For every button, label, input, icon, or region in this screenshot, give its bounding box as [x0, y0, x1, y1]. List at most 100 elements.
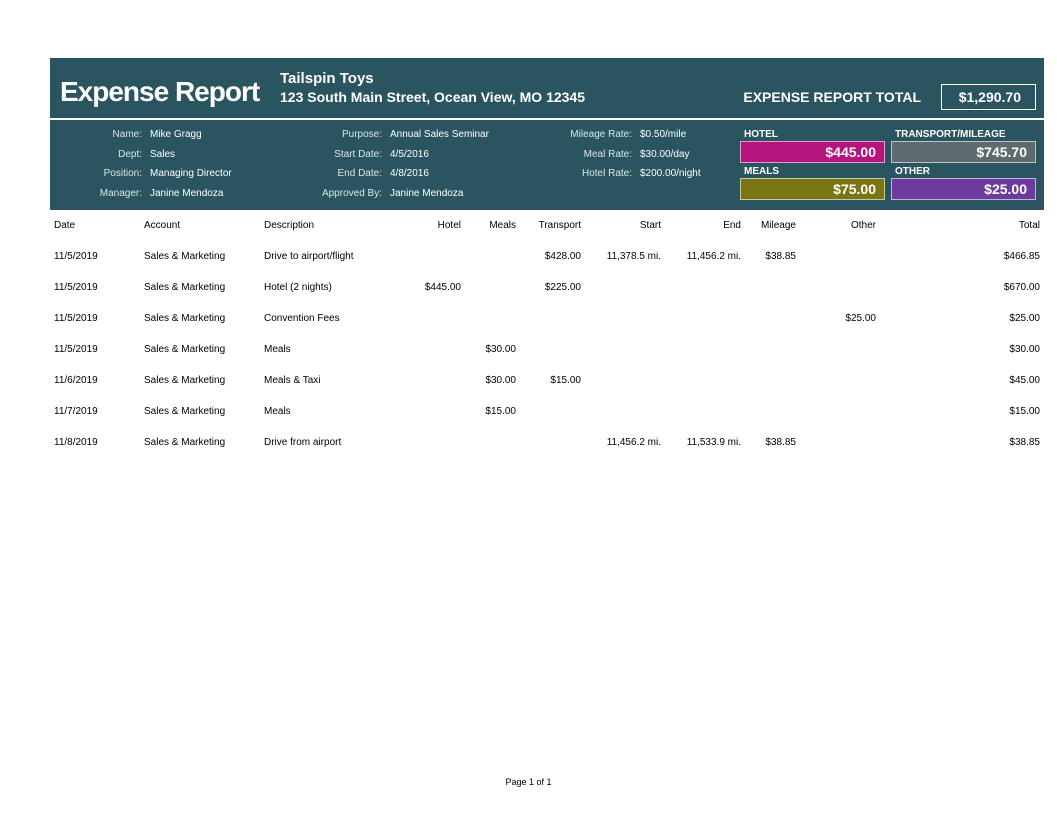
value-mileage-rate: $0.50/mile	[640, 129, 740, 140]
cell-start	[585, 334, 665, 365]
cell-meals	[465, 303, 520, 334]
cell-end	[665, 303, 745, 334]
cell-account: Sales & Marketing	[140, 427, 260, 458]
report-title: Expense Report	[50, 66, 280, 108]
cell-other	[800, 427, 880, 458]
col-transport: Transport	[520, 214, 585, 241]
table-row: 11/5/2019Sales & MarketingDrive to airpo…	[50, 241, 1044, 272]
col-description: Description	[260, 214, 400, 241]
cell-other	[800, 334, 880, 365]
expense-table: Date Account Description Hotel Meals Tra…	[50, 214, 1044, 458]
cell-end	[665, 396, 745, 427]
value-purpose: Annual Sales Seminar	[390, 129, 550, 140]
cell-account: Sales & Marketing	[140, 365, 260, 396]
cell-hotel	[400, 334, 465, 365]
total-block: EXPENSE REPORT TOTAL $1,290.70	[743, 66, 1044, 110]
col-total: Total	[880, 214, 1044, 241]
cell-mileage	[745, 365, 800, 396]
summary-other-value: $25.00	[891, 178, 1036, 200]
cell-total: $25.00	[880, 303, 1044, 334]
value-dept: Sales	[150, 149, 310, 160]
table-row: 11/5/2019Sales & MarketingMeals$30.00$30…	[50, 334, 1044, 365]
total-value: $1,290.70	[941, 84, 1036, 110]
summary-hotel-value: $445.00	[740, 141, 885, 163]
summary-meals-label: MEALS	[740, 165, 885, 178]
header-info-grid: Name: Mike Gragg Purpose: Annual Sales S…	[50, 120, 1044, 210]
cell-end	[665, 365, 745, 396]
col-other: Other	[800, 214, 880, 241]
cell-account: Sales & Marketing	[140, 334, 260, 365]
summary-meals: MEALS $75.00	[740, 165, 885, 200]
col-end: End	[665, 214, 745, 241]
cell-total: $45.00	[880, 365, 1044, 396]
total-label: EXPENSE REPORT TOTAL	[743, 89, 921, 105]
cell-hotel	[400, 241, 465, 272]
label-dept: Dept:	[50, 149, 150, 160]
value-position: Managing Director	[150, 168, 310, 179]
cell-total: $466.85	[880, 241, 1044, 272]
label-meal-rate: Meal Rate:	[550, 149, 640, 160]
table-row: 11/5/2019Sales & MarketingHotel (2 night…	[50, 272, 1044, 303]
table-header-row: Date Account Description Hotel Meals Tra…	[50, 214, 1044, 241]
value-manager: Janine Mendoza	[150, 188, 310, 199]
cell-mileage	[745, 334, 800, 365]
cell-hotel	[400, 303, 465, 334]
expense-report-page: Expense Report Tailspin Toys 123 South M…	[0, 0, 1057, 458]
company-block: Tailspin Toys 123 South Main Street, Oce…	[280, 66, 743, 105]
cell-meals: $30.00	[465, 334, 520, 365]
cell-hotel	[400, 365, 465, 396]
cell-transport: $225.00	[520, 272, 585, 303]
summary-hotel: HOTEL $445.00	[740, 128, 885, 163]
cell-meals	[465, 272, 520, 303]
cell-description: Hotel (2 nights)	[260, 272, 400, 303]
cell-account: Sales & Marketing	[140, 272, 260, 303]
summary-transport-label: TRANSPORT/MILEAGE	[891, 128, 1036, 141]
table-row: 11/5/2019Sales & MarketingConvention Fee…	[50, 303, 1044, 334]
cell-meals: $30.00	[465, 365, 520, 396]
report-header: Expense Report Tailspin Toys 123 South M…	[50, 58, 1044, 210]
label-start-date: Start Date:	[310, 149, 390, 160]
cell-mileage	[745, 272, 800, 303]
label-name: Name:	[50, 129, 150, 140]
table-row: 11/8/2019Sales & MarketingDrive from air…	[50, 427, 1044, 458]
cell-total: $30.00	[880, 334, 1044, 365]
cell-start: 11,378.5 mi.	[585, 241, 665, 272]
cell-meals: $15.00	[465, 396, 520, 427]
value-start-date: 4/5/2016	[390, 149, 550, 160]
cell-account: Sales & Marketing	[140, 241, 260, 272]
summary-transport: TRANSPORT/MILEAGE $745.70	[891, 128, 1036, 163]
table-row: 11/6/2019Sales & MarketingMeals & Taxi $3…	[50, 365, 1044, 396]
summary-hotel-label: HOTEL	[740, 128, 885, 141]
cell-description: Meals & Taxi	[260, 365, 400, 396]
label-approved-by: Approved By:	[310, 188, 390, 199]
cell-mileage: $38.85	[745, 241, 800, 272]
cell-meals	[465, 241, 520, 272]
cell-transport: $428.00	[520, 241, 585, 272]
cell-transport	[520, 427, 585, 458]
value-hotel-rate: $200.00/night	[640, 168, 740, 179]
cell-start	[585, 272, 665, 303]
cell-description: Convention Fees	[260, 303, 400, 334]
cell-date: 11/5/2019	[50, 334, 140, 365]
cell-mileage	[745, 396, 800, 427]
cell-transport: $15.00	[520, 365, 585, 396]
col-start: Start	[585, 214, 665, 241]
cell-account: Sales & Marketing	[140, 303, 260, 334]
company-name: Tailspin Toys	[280, 70, 743, 87]
cell-date: 11/5/2019	[50, 272, 140, 303]
cell-end: 11,533.9 mi.	[665, 427, 745, 458]
cell-meals	[465, 427, 520, 458]
label-manager: Manager:	[50, 188, 150, 199]
cell-date: 11/6/2019	[50, 365, 140, 396]
value-approved-by: Janine Mendoza	[390, 188, 550, 199]
cell-description: Meals	[260, 396, 400, 427]
col-hotel: Hotel	[400, 214, 465, 241]
summary-other: OTHER $25.00	[891, 165, 1036, 200]
page-footer: Page 1 of 1	[0, 777, 1057, 787]
label-mileage-rate: Mileage Rate:	[550, 129, 640, 140]
cell-mileage	[745, 303, 800, 334]
cell-total: $15.00	[880, 396, 1044, 427]
label-hotel-rate: Hotel Rate:	[550, 168, 640, 179]
cell-other	[800, 396, 880, 427]
cell-description: Drive to airport/flight	[260, 241, 400, 272]
